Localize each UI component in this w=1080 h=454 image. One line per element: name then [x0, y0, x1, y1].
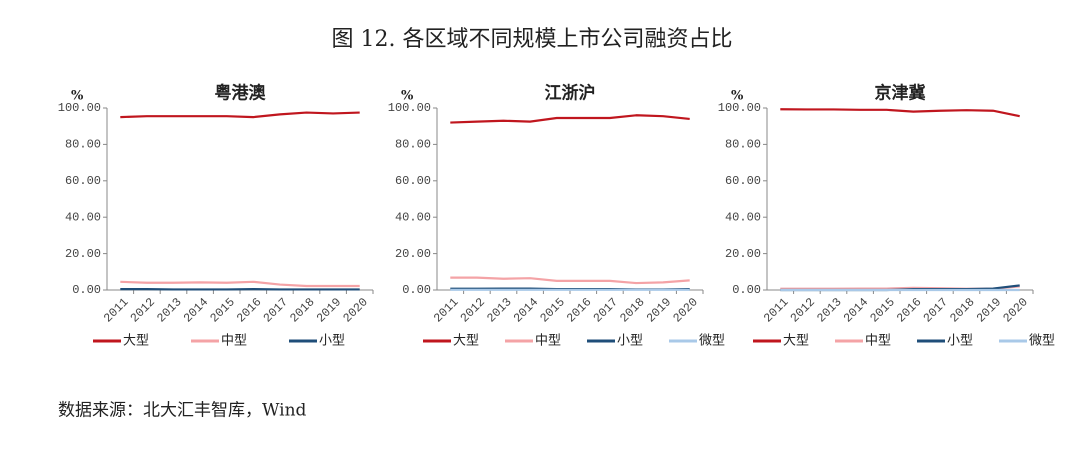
y-tick-label: 80.00: [395, 138, 431, 152]
y-tick-label: 0.00: [732, 283, 761, 297]
series-line: [780, 108, 1020, 118]
y-tick-label: 100.00: [388, 101, 431, 115]
x-tick-label: 2015: [207, 295, 237, 325]
y-axis-label: %: [71, 89, 84, 104]
legend-label: 小型: [319, 334, 345, 349]
x-tick-label: 2012: [458, 295, 488, 325]
legend-label: 中型: [535, 334, 561, 349]
x-tick-label: 2013: [484, 295, 514, 325]
source: 数据来源：北大汇丰智库，Wind: [58, 401, 307, 421]
legend-label: 大型: [123, 334, 149, 349]
legend-label: 小型: [617, 334, 643, 349]
x-tick-label: 2015: [537, 295, 567, 325]
x-tick-label: 2011: [101, 295, 131, 325]
panel-title: 江浙沪: [545, 83, 596, 104]
x-tick-label: 2014: [841, 295, 871, 325]
y-tick-label: 20.00: [395, 247, 431, 261]
x-tick-label: 2014: [511, 295, 541, 325]
y-tick-label: 60.00: [725, 174, 761, 188]
y-tick-label: 0.00: [72, 283, 101, 297]
x-tick-label: 2011: [431, 295, 461, 325]
panel-title: 粤港澳: [215, 83, 267, 104]
x-tick-label: 2020: [1000, 295, 1030, 325]
x-tick-label: 2019: [644, 295, 674, 325]
y-tick-label: 100.00: [58, 101, 101, 115]
x-tick-label: 2013: [154, 295, 184, 325]
series-line: [120, 280, 360, 288]
x-tick-label: 2020: [340, 295, 370, 325]
series-line: [450, 276, 690, 285]
legend-label: 微型: [1029, 334, 1055, 349]
x-tick-label: 2013: [814, 295, 844, 325]
x-tick-label: 2011: [761, 295, 791, 325]
x-tick-label: 2018: [947, 295, 977, 325]
x-tick-label: 2017: [591, 295, 621, 325]
y-tick-label: 0.00: [402, 283, 431, 297]
x-tick-label: 2016: [894, 295, 924, 325]
x-tick-label: 2016: [234, 295, 264, 325]
y-tick-label: 100.00: [718, 101, 761, 115]
x-tick-label: 2012: [128, 295, 158, 325]
x-tick-label: 2014: [181, 295, 211, 325]
x-tick-label: 2016: [564, 295, 594, 325]
legend-label: 微型: [699, 334, 725, 349]
y-tick-label: 20.00: [65, 247, 101, 261]
x-tick-label: 2015: [867, 295, 897, 325]
y-tick-label: 20.00: [725, 247, 761, 261]
x-tick-label: 2018: [287, 295, 317, 325]
x-tick-label: 2019: [314, 295, 344, 325]
legend-label: 大型: [453, 334, 479, 349]
series-line: [120, 111, 360, 119]
y-tick-label: 60.00: [65, 174, 101, 188]
page-title: 图 12. 各区域不同规模上市公司融资占比: [332, 27, 733, 52]
y-tick-label: 60.00: [395, 174, 431, 188]
legend-label: 中型: [865, 334, 891, 349]
panel-title: 京津冀: [875, 83, 926, 104]
y-tick-label: 40.00: [395, 210, 431, 224]
y-tick-label: 40.00: [65, 210, 101, 224]
y-tick-label: 80.00: [65, 138, 101, 152]
legend-label: 小型: [947, 334, 973, 349]
x-tick-label: 2018: [617, 295, 647, 325]
y-tick-label: 80.00: [725, 138, 761, 152]
x-tick-label: 2017: [921, 295, 951, 325]
y-tick-label: 40.00: [725, 210, 761, 224]
x-tick-label: 2012: [788, 295, 818, 325]
y-axis-label: %: [731, 89, 744, 104]
x-tick-label: 2020: [670, 295, 700, 325]
y-axis-label: %: [401, 89, 414, 104]
legend-label: 大型: [783, 334, 809, 349]
legend-label: 中型: [221, 334, 247, 349]
x-tick-label: 2017: [261, 295, 291, 325]
series-line: [450, 114, 690, 124]
x-tick-label: 2019: [974, 295, 1004, 325]
